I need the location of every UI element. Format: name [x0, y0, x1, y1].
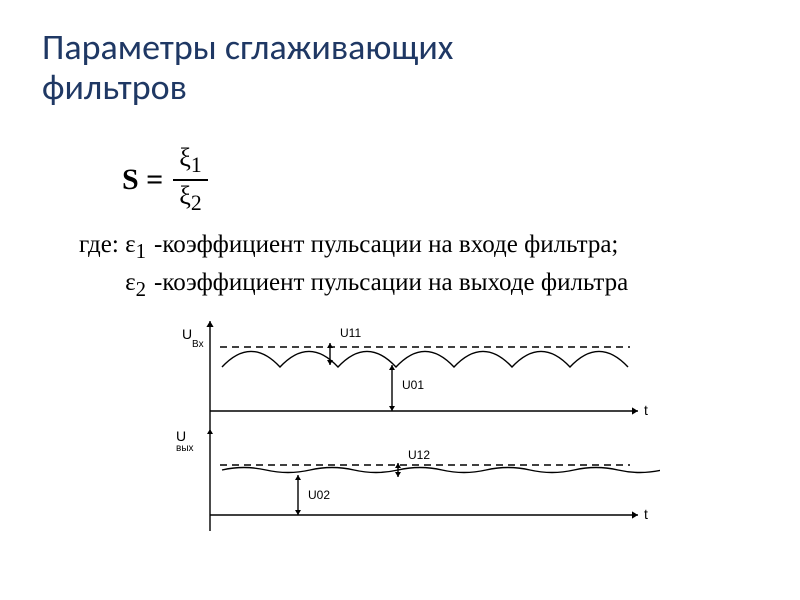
xi-2-sub: 2: [191, 191, 202, 215]
eps2-lead: ε2: [42, 266, 154, 303]
content-area: S = ξ1 ξ2 где: ε1 -коэффициент пульсации…: [42, 145, 758, 534]
svg-text:U12: U12: [408, 448, 430, 462]
slide: Параметры сглаживающих фильтров S = ξ1 ξ…: [0, 0, 800, 600]
where-label: где:: [79, 231, 119, 258]
formula-fraction: ξ1 ξ2: [173, 145, 207, 214]
svg-text:Bx: Bx: [192, 339, 204, 350]
svg-text:вых: вых: [176, 443, 194, 454]
definition-lead: где: ε1: [42, 228, 154, 265]
definition-row-1: где: ε1 -коэффициент пульсации на входе …: [42, 228, 758, 265]
formula: S = ξ1 ξ2: [122, 145, 758, 214]
svg-text:U11: U11: [340, 326, 361, 340]
xi-1: ξ: [179, 143, 191, 172]
svg-text:U01: U01: [402, 378, 424, 392]
eps1-sub: 1: [136, 239, 146, 263]
diagram-svg: tUBxU11U01tUвыхU12U02: [140, 315, 660, 535]
page-title: Параметры сглаживающих фильтров: [42, 28, 602, 107]
svg-text:U: U: [176, 428, 186, 444]
xi-1-sub: 1: [191, 153, 202, 177]
svg-text:t: t: [644, 402, 648, 418]
formula-numerator: ξ1: [173, 145, 207, 177]
eps2-sub: 2: [136, 277, 146, 301]
definitions: где: ε1 -коэффициент пульсации на входе …: [42, 228, 758, 302]
svg-text:t: t: [644, 506, 648, 522]
eps2-text: -коэффициент пульсации на выходе фильтра: [154, 266, 758, 303]
xi-2: ξ: [179, 181, 191, 210]
svg-text:U: U: [182, 326, 192, 342]
svg-text:U02: U02: [308, 488, 330, 502]
waveform-diagram: tUBxU11U01tUвыхU12U02: [42, 315, 758, 535]
eps1-symbol: ε: [125, 231, 136, 258]
definition-row-2: ε2 -коэффициент пульсации на выходе филь…: [42, 266, 758, 303]
eps1-text: -коэффициент пульсации на входе фильтра;: [154, 228, 758, 265]
eps2-symbol: ε: [125, 269, 136, 296]
formula-denominator: ξ2: [173, 183, 207, 215]
formula-lhs: S =: [122, 163, 163, 197]
